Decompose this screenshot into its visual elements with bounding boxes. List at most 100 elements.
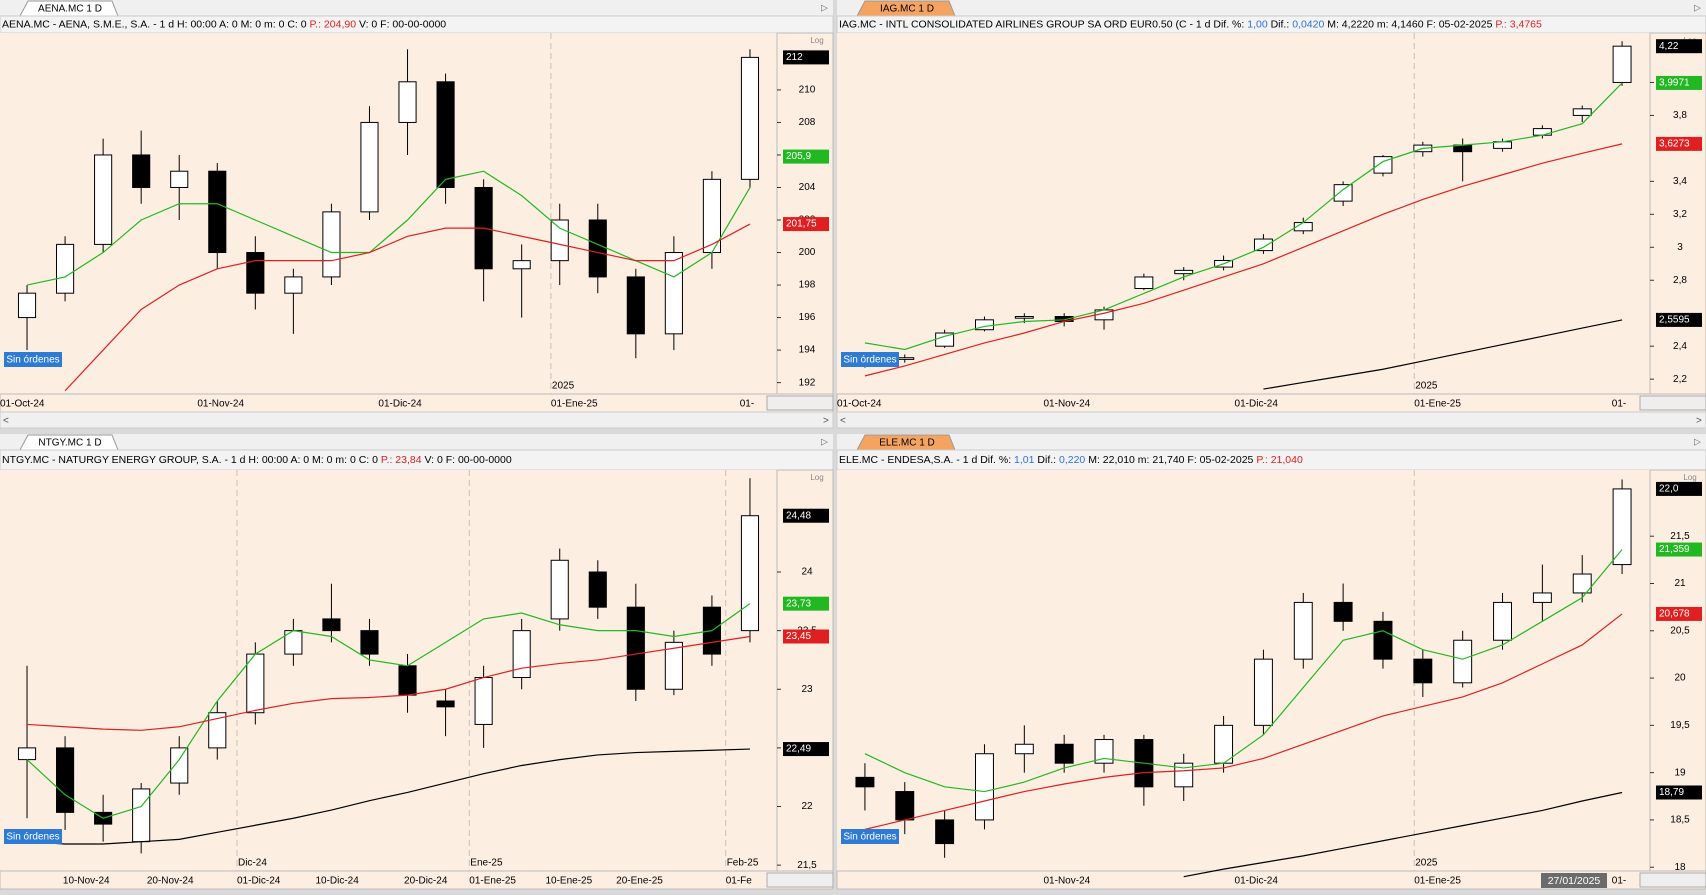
candle-body — [1493, 601, 1512, 641]
candle-body — [588, 219, 607, 278]
price-box-label: 20,678 — [1659, 609, 1690, 620]
price-box-label: 4,22 — [1659, 41, 1679, 52]
candle-body — [550, 559, 569, 620]
axis-buttons[interactable] — [766, 395, 834, 411]
y-tick-label: 2,4 — [1673, 341, 1687, 352]
candle-body — [322, 618, 341, 632]
moving-average — [864, 613, 1623, 830]
candle-body — [360, 121, 379, 213]
candle-body — [1373, 620, 1393, 660]
y-tick-label: 200 — [799, 247, 816, 258]
price-box — [1656, 75, 1702, 90]
period-label: 2025 — [1415, 381, 1438, 392]
scroll-right[interactable]: > — [823, 416, 829, 427]
price-box — [1656, 312, 1702, 327]
candle-body — [895, 791, 915, 821]
orders-button[interactable] — [4, 352, 62, 367]
price-box-label: 22,0 — [1659, 484, 1679, 495]
moving-average — [864, 549, 1623, 793]
price-box-label: 205,9 — [786, 151, 811, 162]
header-segment: 0,220 — [1059, 454, 1085, 466]
candle-body — [94, 154, 113, 245]
candle-body — [550, 219, 569, 262]
orders-label[interactable]: Sin órdenes — [6, 355, 59, 366]
y-tick-label: 3,8 — [1673, 110, 1687, 121]
date-label: 01-Oct-24 — [837, 399, 882, 410]
price-box-label: 212 — [786, 52, 803, 63]
price-box-label: 24,48 — [786, 510, 811, 521]
axis-buttons[interactable] — [1639, 395, 1706, 411]
y-tick-label: 21,5 — [1670, 531, 1690, 542]
date-label: 01-Ene-25 — [469, 876, 516, 887]
candle-body — [17, 747, 37, 761]
orders-label[interactable]: Sin órdenes — [843, 832, 896, 843]
tab-label[interactable]: AENA.MC 1 D — [38, 4, 102, 15]
date-label: 01-Nov-24 — [197, 399, 244, 410]
candle-body — [398, 81, 417, 123]
plot-area — [837, 33, 1650, 394]
price-box — [1656, 542, 1702, 557]
candle-body — [322, 211, 341, 278]
tab-bar — [0, 0, 833, 16]
moving-average — [26, 748, 750, 845]
candle-body — [1014, 316, 1034, 319]
plot-area — [0, 470, 777, 871]
price-box-label: 21,359 — [1659, 544, 1690, 555]
price-box — [783, 742, 829, 757]
orders-button[interactable] — [841, 352, 899, 367]
header-segment: 0,0420 — [1292, 18, 1324, 30]
y-tick-label: 18 — [1674, 862, 1686, 873]
candle-body — [1612, 45, 1632, 83]
candle-body — [1453, 639, 1473, 684]
date-label: 20-Dic-24 — [404, 876, 448, 887]
plot-area — [0, 33, 777, 394]
candle-body — [588, 571, 607, 608]
price-box-label: 18,79 — [1659, 787, 1684, 798]
price-box — [783, 217, 829, 232]
orders-button[interactable] — [841, 829, 899, 844]
candle-body — [740, 515, 760, 632]
y-tick-label: 23 — [801, 684, 813, 695]
date-axis — [836, 870, 1706, 890]
y-tick-label: 19 — [1674, 767, 1686, 778]
date-label: 01-Nov-24 — [1044, 399, 1091, 410]
moving-average — [26, 603, 751, 819]
candle-body — [208, 712, 227, 749]
candle-body — [855, 776, 875, 788]
y-tick-label: 204 — [799, 182, 816, 193]
header-text: ELE.MC - ENDESA,S.A. - 1 d Dif. %: 1,01 … — [839, 454, 1303, 466]
orders-label[interactable]: Sin órdenes — [6, 832, 59, 843]
moving-average — [26, 635, 751, 731]
candle-body — [1333, 184, 1353, 202]
candle-body — [1174, 269, 1194, 275]
tab-bar — [837, 434, 1706, 450]
scroll-right[interactable]: > — [1696, 416, 1702, 427]
orders-button[interactable] — [4, 829, 62, 844]
price-box-label: 23,45 — [786, 631, 811, 642]
orders-label[interactable]: Sin órdenes — [843, 355, 896, 366]
scroll-left[interactable]: < — [840, 416, 846, 427]
moving-average — [1183, 791, 1623, 878]
price-box — [1656, 481, 1702, 496]
log-label[interactable]: Log — [810, 473, 823, 482]
candle-body — [1572, 108, 1592, 116]
tab-label[interactable]: IAG.MC 1 D — [880, 4, 934, 15]
candle-body — [170, 170, 189, 188]
y-tick-label: 22 — [801, 801, 813, 812]
axis-buttons[interactable] — [1639, 872, 1706, 888]
log-label[interactable]: Log — [810, 36, 823, 45]
scrollbar[interactable] — [836, 411, 1706, 429]
axis-buttons[interactable] — [766, 872, 834, 888]
tab-label[interactable]: NTGY.MC 1 D — [38, 438, 101, 449]
date-label: 20-Nov-24 — [147, 876, 194, 887]
log-label[interactable]: Log — [1683, 473, 1696, 482]
price-box-label: 2,5595 — [1659, 315, 1690, 326]
scroll-left[interactable]: < — [3, 416, 9, 427]
price-box-label: 22,49 — [786, 744, 811, 755]
scrollbar[interactable] — [0, 411, 834, 429]
moving-average — [864, 82, 1623, 351]
tab-arrow: ▷ — [821, 2, 828, 12]
tab-label[interactable]: ELE.MC 1 D — [879, 438, 935, 449]
